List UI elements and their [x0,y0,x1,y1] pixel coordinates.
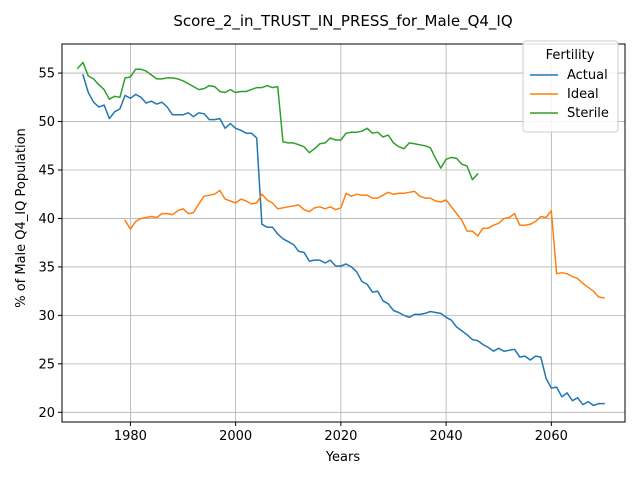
x-axis-ticks: 1980 2000 2020 2040 2060 [114,422,568,444]
y-tick-label: 25 [38,357,55,372]
legend-label-ideal: Ideal [567,87,599,102]
chart-title: Score_2_in_TRUST_IN_PRESS_for_Male_Q4_IQ [173,12,512,31]
y-tick-label: 20 [38,406,55,421]
x-axis-label: Years [325,450,361,465]
x-tick-label: 2060 [535,429,568,444]
legend-box [522,40,619,133]
x-tick-label: 1980 [114,429,147,444]
y-axis-label: % of Male Q4_IQ Population [14,128,29,308]
y-axis-ticks: 20 25 30 35 40 45 50 55 [38,67,62,421]
legend-label-actual: Actual [567,68,608,83]
y-tick-label: 45 [38,164,55,179]
legend: Fertility Actual Ideal Sterile [522,40,619,133]
y-tick-label: 30 [38,309,55,324]
series-lines [76,61,605,407]
y-tick-label: 35 [38,260,55,275]
x-tick-label: 2000 [219,429,252,444]
series-line-ideal [124,189,605,299]
y-tick-label: 55 [38,67,55,82]
legend-label-sterile: Sterile [567,106,609,121]
x-tick-label: 2020 [324,429,357,444]
series-line-sterile [76,61,479,181]
series-line-actual [82,74,605,407]
legend-title: Fertility [546,48,595,63]
y-tick-label: 40 [38,212,55,227]
y-tick-label: 50 [38,115,55,130]
x-tick-label: 2040 [430,429,463,444]
plot-frame [61,43,626,423]
gridlines [62,44,625,422]
